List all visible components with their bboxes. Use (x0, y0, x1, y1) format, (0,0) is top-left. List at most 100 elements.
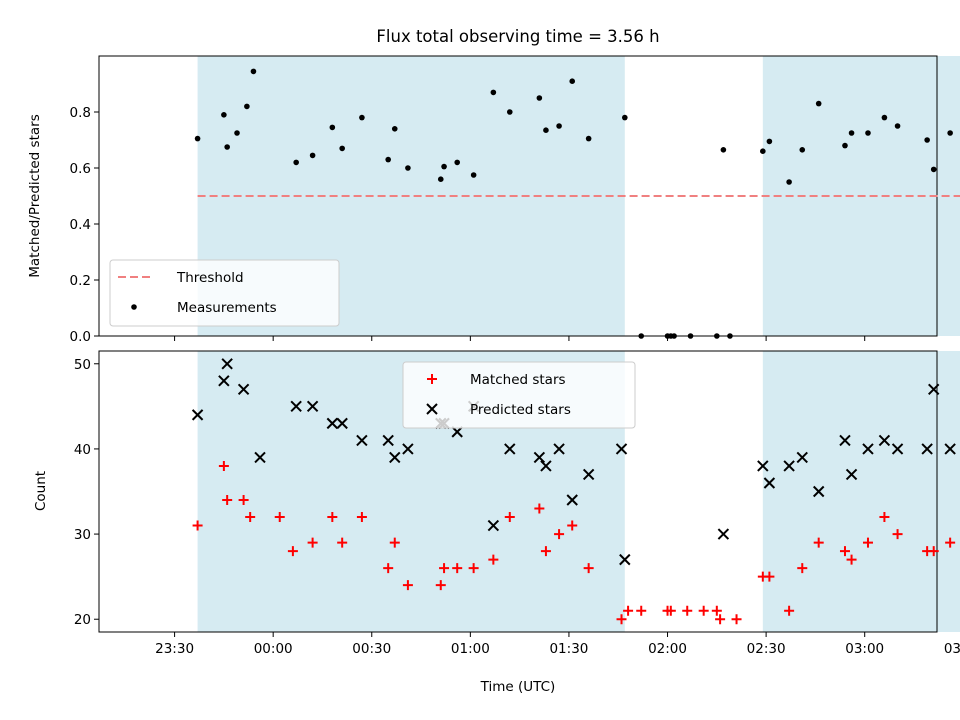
data-point (711, 605, 722, 616)
data-point (813, 537, 824, 548)
data-point (488, 554, 499, 565)
data-point (715, 614, 726, 625)
legend-swatch (131, 304, 137, 310)
x-tick-label: 03:30 (944, 641, 960, 657)
data-point (865, 130, 871, 136)
observing-window-2 (762, 351, 960, 632)
data-point (797, 563, 808, 574)
data-point (382, 434, 394, 447)
data-point (389, 537, 400, 548)
data-point (846, 554, 857, 565)
data-point (623, 605, 634, 616)
data-point (339, 145, 345, 152)
data-point (682, 605, 693, 616)
panel-counts: 20 30 40 50 23:30 00:00 00:30 01:00 01:30 02:00 02… (74, 350, 960, 657)
y-tick-label: 50 (74, 357, 91, 373)
data-point (389, 451, 401, 464)
data-point (714, 333, 720, 339)
x-tick-label: 03:00 (845, 641, 884, 657)
x-tick-label: 01:30 (549, 641, 588, 657)
data-point (764, 571, 775, 582)
data-point (839, 434, 851, 447)
data-point (439, 563, 450, 574)
data-point (309, 152, 316, 159)
legend: Threshold Measurements (109, 259, 340, 327)
data-point (402, 443, 414, 455)
data-point (441, 163, 447, 170)
data-point (250, 68, 257, 75)
data-point (947, 130, 953, 136)
data-point (306, 400, 319, 413)
data-point (585, 135, 592, 142)
data-point (638, 333, 645, 339)
data-point (533, 451, 546, 464)
data-point (727, 333, 733, 339)
data-point (881, 114, 888, 121)
y-tick-label: 20 (74, 612, 91, 628)
data-point (812, 485, 825, 498)
data-point (786, 179, 792, 185)
legend-box (109, 259, 340, 327)
data-point (615, 443, 628, 455)
data-point (616, 614, 627, 625)
data-point (452, 563, 463, 574)
legend-swatch (426, 403, 438, 415)
data-point (540, 546, 551, 557)
legend-swatch (427, 374, 437, 384)
data-point (221, 112, 227, 118)
data-point (391, 126, 398, 132)
data-point (862, 443, 874, 455)
data-point (763, 477, 776, 489)
data-point (815, 100, 822, 107)
data-point (784, 605, 795, 616)
data-point (222, 495, 233, 506)
data-point (290, 400, 302, 413)
data-point (504, 443, 516, 455)
data-point (435, 580, 446, 591)
data-point (717, 528, 730, 540)
data-point (796, 451, 808, 464)
x-tick-label: 01:00 (451, 641, 490, 657)
x-tick-label: 00:30 (352, 641, 391, 657)
data-point (839, 546, 850, 557)
data-point (665, 605, 676, 616)
data-point (566, 494, 578, 506)
data-point (359, 114, 365, 121)
data-point (274, 512, 285, 523)
data-point (862, 537, 873, 548)
x-tick-label: 00:00 (254, 641, 293, 657)
y-tick-label: 0.4 (70, 217, 91, 233)
y-axis-label-ratio: Matched/Predicted stars (27, 114, 43, 277)
data-point (671, 333, 677, 339)
data-point (848, 130, 855, 136)
data-point (245, 512, 256, 523)
data-point (337, 537, 348, 548)
data-point (619, 553, 631, 566)
data-point (930, 166, 937, 173)
data-point (757, 460, 769, 472)
data-point (451, 426, 463, 438)
data-point (760, 148, 766, 154)
legend-label: Measurements (177, 300, 277, 316)
data-point (582, 468, 595, 481)
y-tick-label: 30 (74, 527, 91, 543)
y-tick-label: 40 (74, 442, 91, 458)
data-point (892, 529, 903, 540)
data-point (468, 563, 479, 574)
data-point (194, 135, 201, 142)
data-point (287, 546, 298, 557)
legend-box (402, 361, 636, 429)
legend-label: Predicted stars (470, 402, 571, 418)
data-point (336, 417, 348, 430)
data-point (470, 172, 477, 178)
data-point (698, 605, 709, 616)
data-point (554, 529, 565, 540)
data-point (569, 78, 576, 84)
legend: Matched stars Predicted stars (402, 361, 636, 429)
data-point (894, 123, 901, 129)
data-point (891, 443, 904, 455)
y-axis-label-count: Count (33, 471, 49, 511)
data-point (191, 409, 204, 421)
data-point (540, 460, 552, 472)
